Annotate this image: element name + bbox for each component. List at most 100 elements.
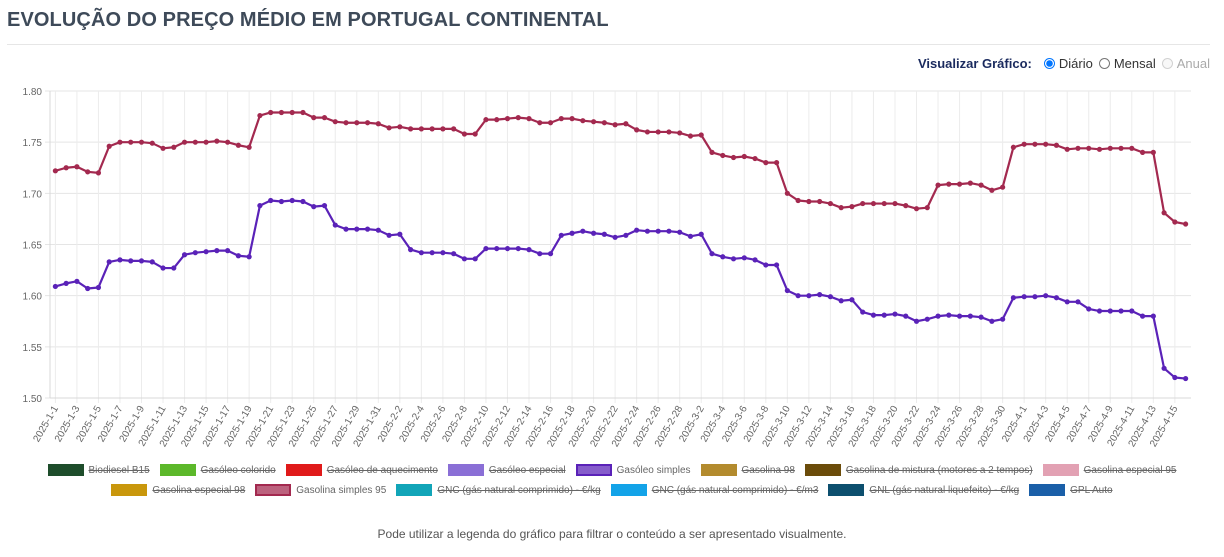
data-point [343,226,349,232]
series-line-gasolina-simples-95 [55,111,1186,226]
data-point [246,144,252,150]
legend-swatch [159,464,196,476]
data-point [558,232,564,238]
legend-item[interactable]: GNC (gás natural comprimido) - €/kg [396,482,601,498]
footnote: Pode utilizar a legenda do gráfico para … [377,527,847,541]
view-option-daily[interactable]: Diário [1043,55,1093,71]
daily-label: Diário [1058,55,1093,71]
data-point [1010,295,1016,301]
data-point [590,230,597,236]
data-point [644,129,651,135]
legend-swatch [575,464,612,476]
data-point [741,255,747,261]
view-controls: Visualizar Gráfico: Diário Mensal Anual [918,54,1210,72]
data-point [106,143,112,149]
data-point [149,140,155,146]
data-point [913,206,920,212]
legend-swatch [285,464,322,476]
data-point [74,278,80,284]
data-point [246,254,252,260]
data-point [504,245,511,252]
data-point [1107,145,1113,151]
data-point [407,126,414,132]
data-point [978,314,984,320]
data-point [935,313,941,319]
legend-swatch [447,464,484,476]
data-point [278,109,285,116]
data-point [429,250,435,256]
data-point [709,149,715,155]
annual-label: Anual [1176,55,1210,71]
data-point [784,287,790,294]
legend-label: Gasolina de mistura (motores a 2 tempos) [845,464,1033,476]
data-point [257,203,263,209]
legend-swatch [111,484,148,496]
data-point [558,116,564,122]
data-point [817,292,823,298]
data-point [644,228,651,234]
y-tick-label: 1.80 [23,87,43,98]
legend-item[interactable]: Gasolina de mistura (motores a 2 tempos) [804,462,1033,478]
data-point [397,124,403,130]
data-point [1064,299,1070,305]
data-point [989,187,995,193]
data-point [1172,219,1178,225]
data-point [321,203,328,209]
data-point [666,129,672,135]
data-point [128,258,134,264]
data-point [1107,308,1113,314]
view-option-monthly[interactable]: Mensal [1098,56,1156,71]
data-point [752,155,758,162]
data-point [418,126,424,132]
data-point [569,116,575,122]
daily-radio[interactable] [1043,57,1055,69]
legend-item[interactable]: Gasolina simples 95 [255,482,386,498]
data-point [849,297,855,303]
data-point [946,312,952,318]
series-line-gasoleo-simples [55,199,1186,380]
legend-item[interactable]: Gasolina 98 [700,462,795,478]
legend-item[interactable]: Gasóleo simples [575,462,691,478]
data-point [95,284,102,291]
data-point [311,204,317,210]
data-point [1161,210,1167,216]
legend-item[interactable]: Gasolina especial 95 [1042,462,1177,478]
data-point [1010,144,1016,150]
legend-swatch [804,464,841,476]
data-point [74,164,80,170]
legend-item[interactable]: GNL (gás natural liquefeito) - €/kg [828,482,1019,498]
data-point [634,127,640,133]
data-point [1096,308,1103,314]
data-point [634,227,640,233]
y-tick-label: 1.60 [23,292,43,303]
legend-swatch [255,484,292,496]
data-point [612,234,618,240]
data-point [892,311,898,317]
data-point [214,138,220,144]
data-point [1118,145,1124,151]
data-point [225,139,231,145]
legend-item[interactable]: Gasóleo colorido [159,462,276,478]
legend-label: Gasolina especial 95 [1083,464,1177,476]
data-point [397,231,403,237]
data-point [1053,142,1060,148]
data-point [773,160,780,166]
legend-item[interactable]: Gasóleo especial [447,462,566,478]
data-point [1032,294,1038,300]
data-point [128,139,134,145]
legend-item[interactable]: Biodiesel B15 [47,462,150,478]
legend-item[interactable]: GPL Auto [1029,482,1113,498]
legend-label: Biodiesel B15 [88,464,150,476]
legend-item[interactable]: Gasóleo de aquecimento [285,462,438,478]
y-tick-label: 1.65 [23,241,43,252]
data-point [881,312,887,318]
data-point [795,197,801,204]
legend-label: Gasóleo de aquecimento [326,464,438,476]
legend-item[interactable]: GNC (gás natural comprimido) - €/m3 [610,482,818,498]
data-point [1000,184,1006,190]
data-point [461,256,468,262]
legend-item[interactable]: Gasolina especial 98 [111,482,245,498]
page-title: EVOLUÇÃO DO PREÇO MÉDIO EM PORTUGAL CONT… [7,9,609,31]
data-point [451,126,457,132]
monthly-radio[interactable] [1098,57,1110,69]
